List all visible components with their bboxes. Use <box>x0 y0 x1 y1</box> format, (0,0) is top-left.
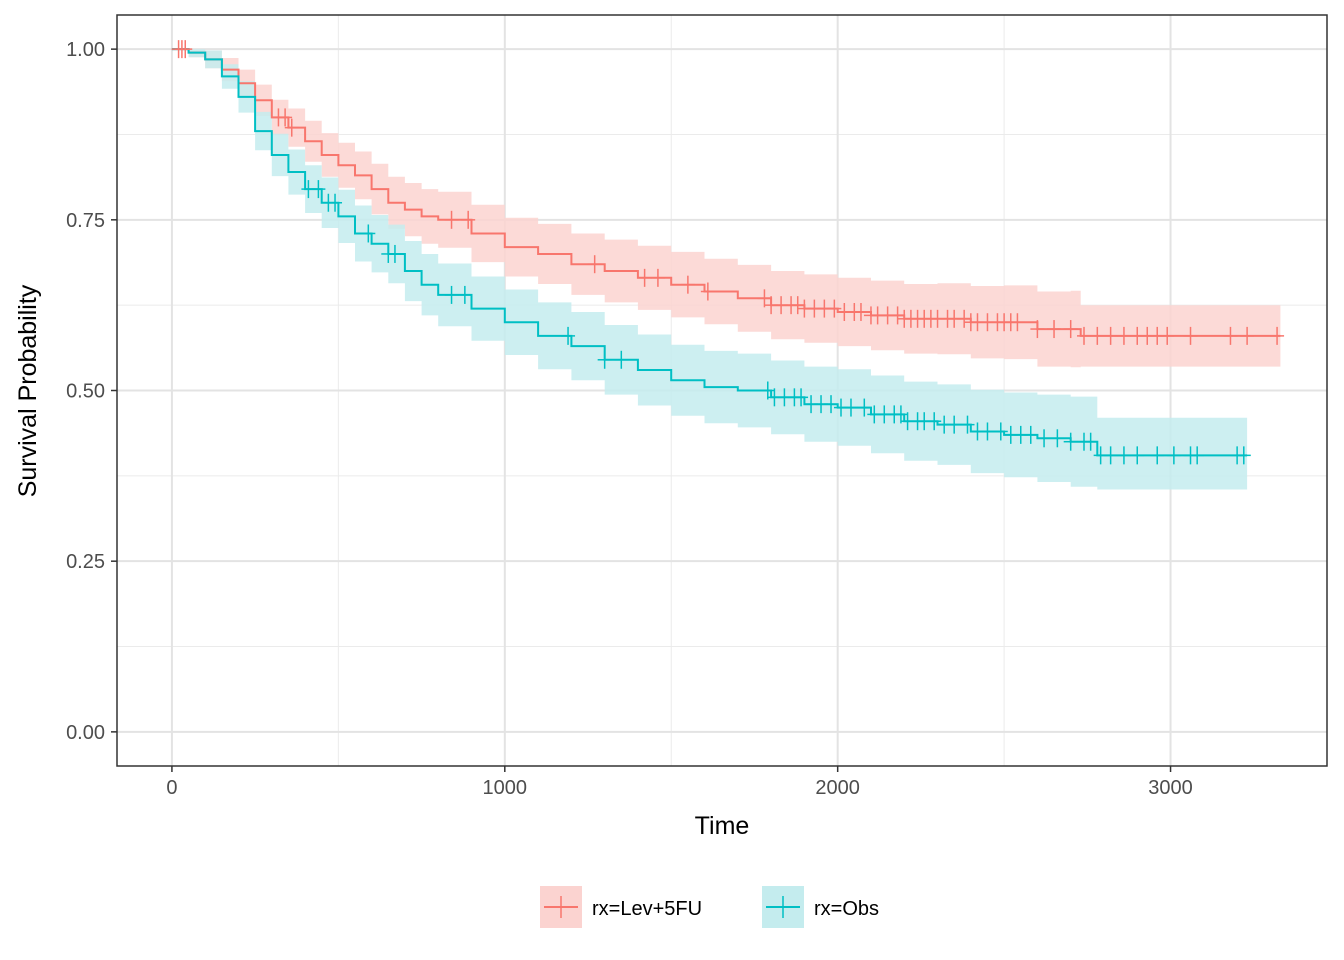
censor-mark-lev5fu <box>1223 326 1238 345</box>
censor-mark-obs <box>328 193 343 212</box>
censor-mark-lev5fu <box>757 289 772 308</box>
censor-mark-obs <box>1037 429 1052 448</box>
survival-curve-obs <box>171 48 1248 457</box>
censor-mark-obs <box>980 422 995 441</box>
censor-mark-obs <box>387 244 402 263</box>
censor-mark-obs <box>1103 446 1118 465</box>
censor-mark-lev5fu <box>790 296 805 315</box>
censor-mark-lev5fu <box>461 210 476 229</box>
y-tick-label: 1.00 <box>66 39 105 61</box>
censor-mark-lev5fu <box>853 302 868 321</box>
censor-mark-obs <box>760 381 775 400</box>
censor-mark-obs <box>1190 446 1205 465</box>
censor-mark-lev5fu <box>1183 326 1198 345</box>
censor-mark-obs <box>843 398 858 417</box>
censor-mark-lev5fu <box>278 108 293 127</box>
censor-mark-lev5fu <box>1116 326 1131 345</box>
legend-label-obs: rx=Obs <box>814 898 879 920</box>
censor-mark-obs <box>857 398 872 417</box>
y-tick-label: 0.00 <box>66 722 105 744</box>
legend-label-lev5fu: rx=Lev+5FU <box>592 898 702 920</box>
censor-mark-obs <box>1116 446 1131 465</box>
censor-mark-obs <box>1083 432 1098 451</box>
x-tick-label: 3000 <box>1148 777 1193 799</box>
censor-mark-obs <box>947 415 962 434</box>
y-tick-label: 0.50 <box>66 381 105 403</box>
y-tick-label: 0.25 <box>66 551 105 573</box>
censor-mark-obs <box>311 180 326 199</box>
y-axis: 0.00 0.25 0.50 0.75 1.00 <box>66 39 117 744</box>
censor-mark-obs <box>1166 446 1181 465</box>
confidence-bands <box>171 49 1281 490</box>
censor-mark-lev5fu <box>637 268 652 287</box>
legend-item-lev5fu: rx=Lev+5FU <box>540 886 702 928</box>
censor-mark-lev5fu <box>827 299 842 318</box>
y-tick-label: 0.75 <box>66 210 105 232</box>
censor-mark-obs <box>1063 432 1078 451</box>
censor-mark-obs <box>444 285 459 304</box>
censor-mark-obs <box>1236 446 1251 465</box>
x-tick-label: 2000 <box>815 777 860 799</box>
censor-mark-lev5fu <box>178 40 193 59</box>
censor-marks <box>171 40 1285 465</box>
censor-mark-lev5fu <box>680 275 695 294</box>
censor-mark-lev5fu <box>1077 326 1092 345</box>
censor-mark-obs <box>614 350 629 369</box>
censor-mark-obs <box>824 395 839 414</box>
x-tick-label: 0 <box>166 777 177 799</box>
censor-mark-obs <box>1050 429 1065 448</box>
censor-mark-lev5fu <box>1160 326 1175 345</box>
censor-mark-lev5fu <box>1270 326 1285 345</box>
x-axis-title: Time <box>695 812 750 840</box>
censor-mark-obs <box>960 415 975 434</box>
censor-mark-lev5fu <box>1240 326 1255 345</box>
censor-mark-lev5fu <box>1090 326 1105 345</box>
confidence-band-obs <box>171 49 1248 490</box>
censor-mark-lev5fu <box>1010 313 1025 332</box>
censor-mark-lev5fu <box>957 309 972 328</box>
censor-mark-lev5fu <box>284 118 299 137</box>
x-axis: 0 1000 2000 3000 <box>166 766 1193 799</box>
censor-mark-obs <box>457 285 472 304</box>
censor-mark-lev5fu <box>1063 320 1078 339</box>
censor-mark-lev5fu <box>650 268 665 287</box>
censor-mark-obs <box>794 388 809 407</box>
censor-mark-obs <box>927 412 942 431</box>
legend-item-obs: rx=Obs <box>762 886 879 928</box>
confidence-band-lev5fu <box>171 49 1281 368</box>
censor-mark-lev5fu <box>700 282 715 301</box>
censor-mark-obs <box>1130 446 1145 465</box>
x-tick-label: 1000 <box>483 777 528 799</box>
censor-mark-obs <box>561 326 576 345</box>
censor-mark-lev5fu <box>890 306 905 325</box>
censor-mark-lev5fu <box>444 210 459 229</box>
censor-mark-obs <box>1023 425 1038 444</box>
censor-mark-obs <box>893 405 908 424</box>
censor-mark-obs <box>1150 446 1165 465</box>
legend: rx=Lev+5FU rx=Obs <box>540 886 879 928</box>
censor-mark-lev5fu <box>587 255 602 274</box>
censor-mark-obs <box>993 422 1008 441</box>
censor-mark-obs <box>361 224 376 243</box>
censor-mark-lev5fu <box>1030 320 1045 339</box>
censor-mark-obs <box>597 350 612 369</box>
y-axis-title: Survival Probability <box>14 284 42 497</box>
censor-mark-lev5fu <box>1103 326 1118 345</box>
censor-mark-lev5fu <box>1047 320 1062 339</box>
